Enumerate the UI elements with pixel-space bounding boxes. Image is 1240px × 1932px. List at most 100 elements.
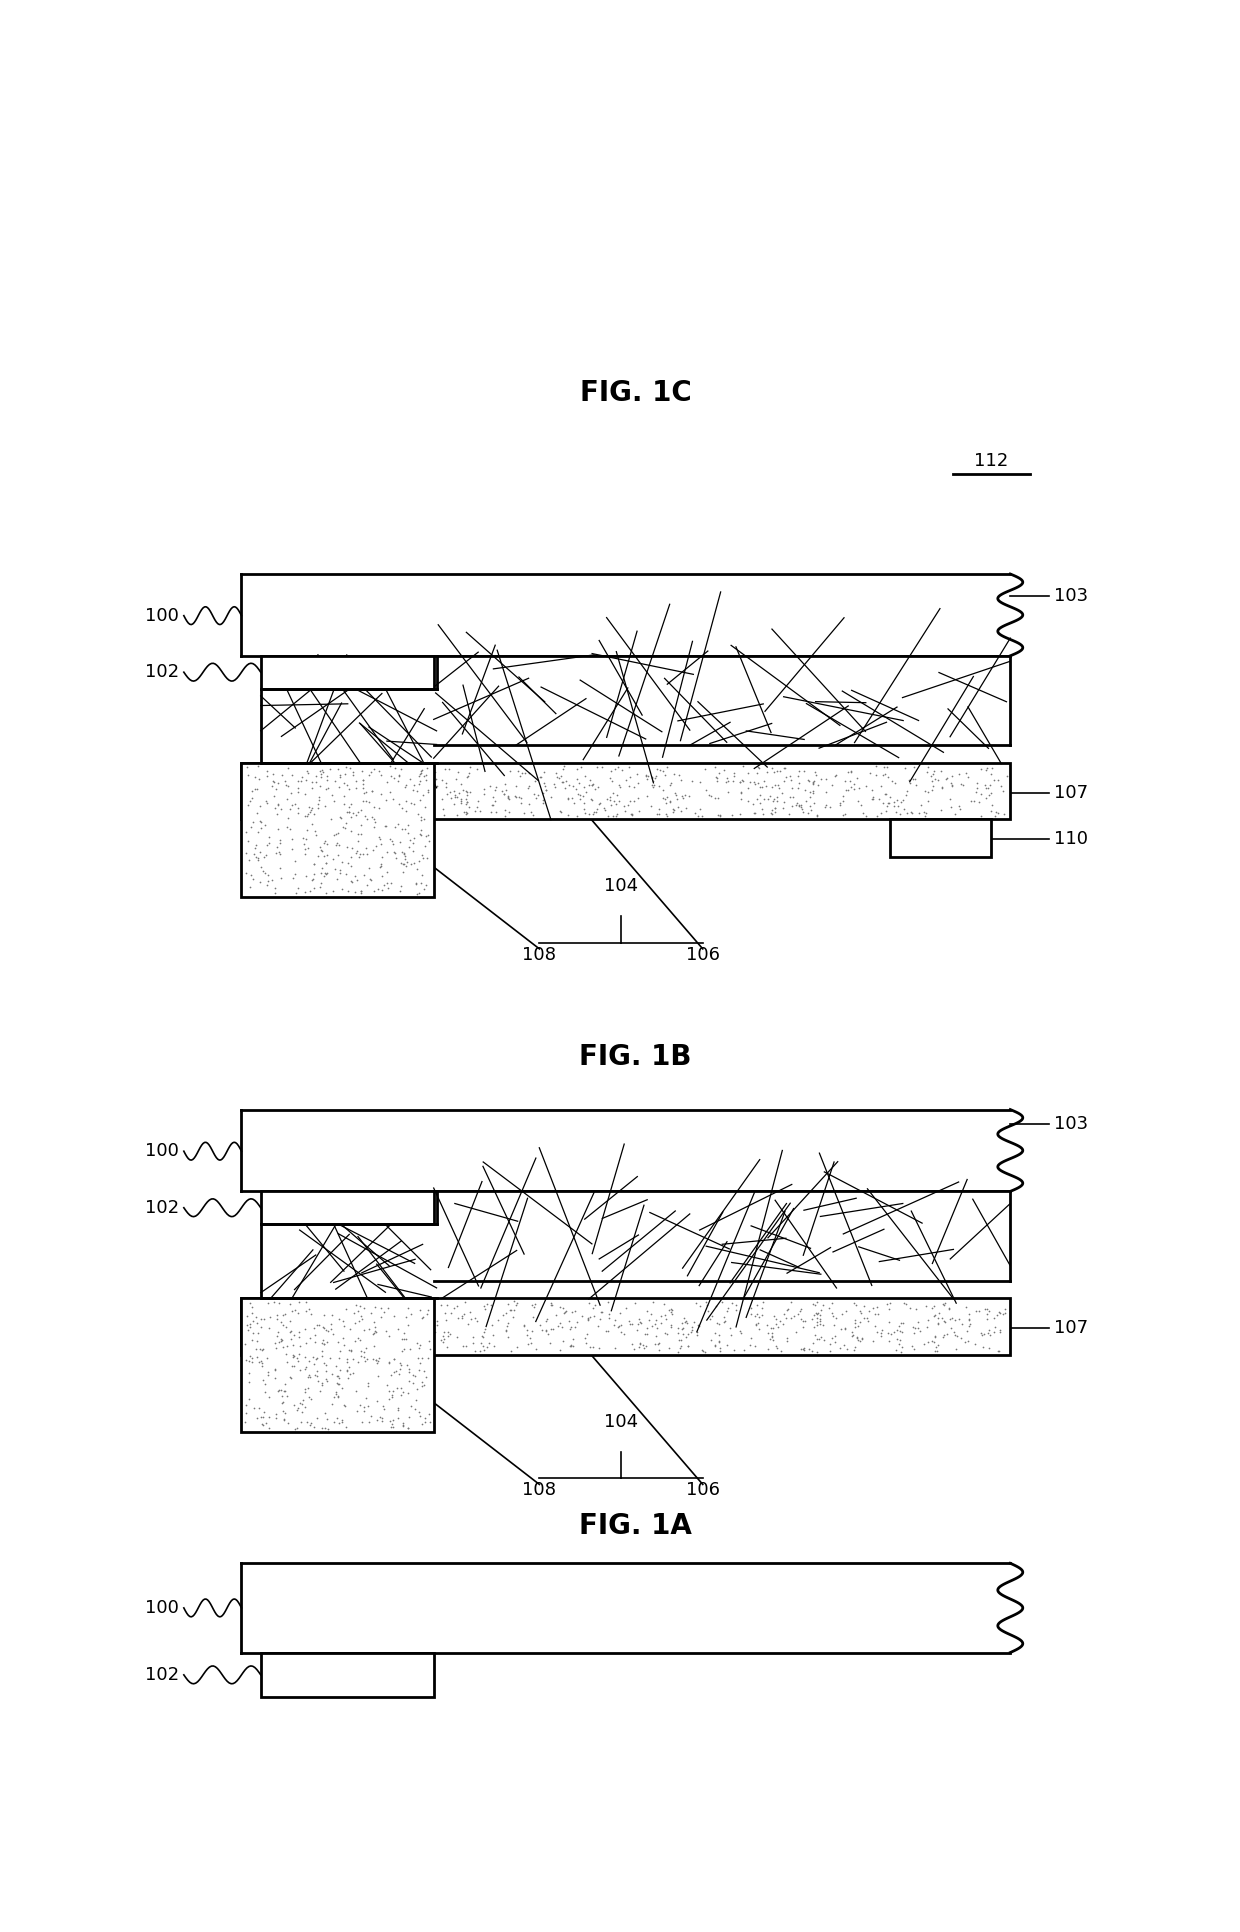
Point [693, 1335, 713, 1366]
Point [515, 1310, 534, 1341]
Point [707, 765, 727, 796]
Point [831, 1314, 851, 1345]
Point [286, 1335, 306, 1366]
Point [924, 755, 944, 786]
Point [456, 775, 476, 806]
Point [255, 1321, 275, 1352]
Point [637, 761, 657, 792]
Point [351, 794, 371, 825]
Point [805, 1320, 825, 1350]
Point [826, 761, 846, 792]
Point [356, 788, 376, 819]
Point [918, 786, 937, 817]
Point [764, 784, 784, 815]
Point [415, 1406, 435, 1437]
Point [905, 763, 925, 794]
Point [414, 873, 434, 904]
Point [389, 1354, 409, 1385]
Point [288, 1345, 308, 1376]
Point [383, 829, 403, 860]
Point [500, 1294, 520, 1325]
Point [961, 784, 981, 815]
Point [340, 1335, 360, 1366]
Point [412, 1335, 432, 1366]
Point [988, 1335, 1008, 1366]
Point [768, 786, 787, 817]
Point [800, 790, 820, 821]
Point [696, 775, 715, 806]
Point [604, 779, 624, 810]
Point [418, 1294, 438, 1325]
Point [764, 1300, 784, 1331]
Point [298, 790, 317, 821]
Point [306, 767, 326, 798]
Point [433, 1325, 453, 1356]
Point [551, 1308, 570, 1339]
Point [236, 794, 255, 825]
Point [476, 1331, 496, 1362]
Point [882, 765, 901, 796]
Point [604, 1310, 624, 1341]
Point [326, 1308, 346, 1339]
Point [763, 794, 782, 825]
Point [671, 1325, 691, 1356]
Point [525, 765, 544, 796]
Point [260, 1302, 280, 1333]
Point [890, 1325, 910, 1356]
Point [609, 752, 629, 782]
Point [394, 1323, 414, 1354]
Point [556, 765, 575, 796]
Point [570, 779, 590, 810]
Point [496, 1296, 516, 1327]
Point [335, 1293, 355, 1323]
Point [389, 790, 409, 821]
Point [397, 767, 417, 798]
Point [324, 1320, 343, 1350]
Point [753, 798, 773, 829]
Point [496, 1314, 516, 1345]
Point [346, 1289, 366, 1320]
Point [718, 1293, 738, 1323]
Point [269, 1289, 289, 1320]
Point [336, 1343, 356, 1374]
Point [330, 1354, 350, 1385]
Point [316, 829, 336, 860]
Point [319, 1291, 339, 1321]
Point [332, 1406, 352, 1437]
Point [605, 1333, 625, 1364]
Point [415, 831, 435, 862]
Point [270, 1376, 290, 1406]
Point [308, 761, 327, 792]
Point [258, 1323, 278, 1354]
Point [629, 1331, 649, 1362]
Point [609, 769, 629, 800]
Point [410, 784, 430, 815]
Point [874, 752, 894, 782]
Point [296, 1287, 316, 1318]
Point [253, 1335, 273, 1366]
Point [904, 763, 924, 794]
Point [291, 1397, 311, 1428]
Point [321, 1308, 341, 1339]
Point [884, 786, 904, 817]
Point [392, 1316, 412, 1347]
Point [620, 771, 640, 802]
Text: 104: 104 [604, 877, 639, 895]
Point [495, 800, 515, 831]
Point [662, 1294, 682, 1325]
Point [329, 817, 348, 848]
Point [412, 1331, 432, 1362]
Point [711, 800, 730, 831]
Point [673, 1320, 693, 1350]
Point [295, 1341, 315, 1372]
Point [357, 869, 377, 900]
Point [425, 1318, 445, 1349]
Point [239, 1366, 259, 1397]
Point [414, 1403, 434, 1434]
Point [941, 767, 961, 798]
Bar [434, 655, 1011, 746]
Point [409, 1329, 429, 1360]
Point [918, 777, 937, 808]
Point [348, 1291, 368, 1321]
Point [312, 1329, 332, 1360]
